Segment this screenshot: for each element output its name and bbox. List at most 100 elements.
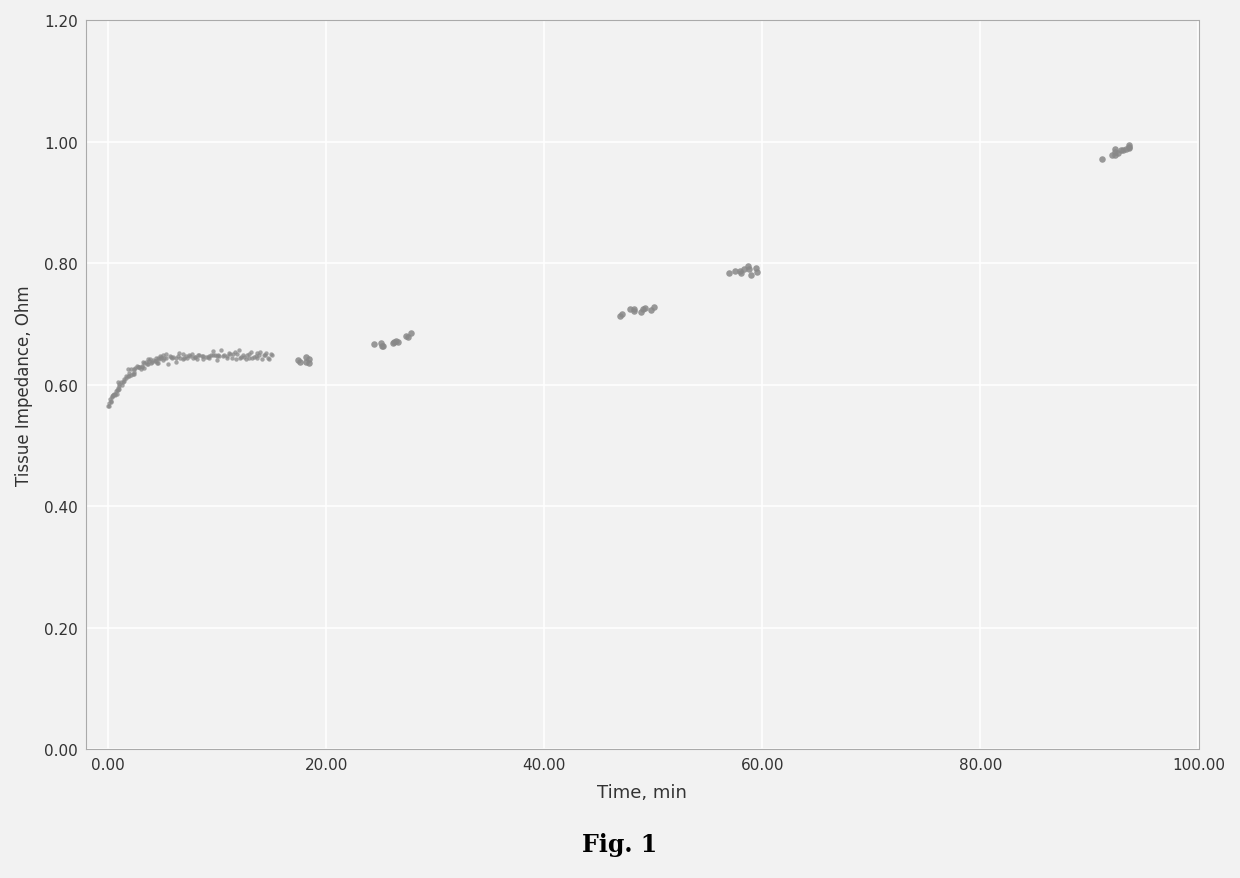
Point: [177, 351, 197, 365]
Point: [180, 349, 200, 363]
Y-axis label: Tissue Impedance, Ohm: Tissue Impedance, Ohm: [15, 284, 33, 486]
Point: [620, 302, 640, 316]
Point: [384, 335, 404, 349]
Point: [207, 349, 227, 363]
Point: [185, 350, 205, 364]
Point: [244, 351, 264, 365]
Point: [739, 263, 759, 277]
Point: [99, 399, 119, 414]
Point: [174, 352, 193, 366]
Point: [215, 349, 234, 363]
Point: [119, 366, 139, 380]
Point: [365, 337, 384, 351]
Point: [229, 343, 249, 357]
X-axis label: Time, min: Time, min: [598, 783, 687, 802]
Point: [211, 343, 231, 357]
Point: [103, 388, 123, 402]
Point: [146, 352, 166, 366]
Point: [104, 387, 124, 401]
Point: [249, 349, 269, 363]
Point: [161, 352, 181, 366]
Point: [109, 375, 129, 389]
Point: [226, 352, 246, 366]
Point: [383, 336, 403, 350]
Point: [247, 347, 267, 361]
Point: [248, 352, 268, 366]
Point: [134, 361, 154, 375]
Point: [746, 263, 766, 277]
Point: [217, 349, 237, 363]
Point: [102, 391, 122, 405]
Point: [259, 352, 279, 366]
Point: [372, 340, 392, 354]
Point: [254, 349, 274, 363]
Point: [129, 360, 149, 374]
Point: [1106, 149, 1126, 163]
Point: [109, 378, 129, 392]
Point: [156, 348, 176, 362]
Point: [123, 367, 143, 381]
Point: [112, 378, 131, 392]
Point: [613, 307, 632, 321]
Point: [151, 350, 171, 364]
Point: [118, 363, 138, 377]
Point: [203, 349, 223, 363]
Point: [108, 382, 128, 396]
Point: [198, 350, 218, 364]
Point: [170, 347, 190, 361]
Point: [124, 363, 144, 377]
Point: [193, 353, 213, 367]
Point: [624, 305, 644, 319]
Point: [136, 356, 156, 370]
Point: [231, 351, 250, 365]
Point: [388, 335, 408, 349]
Point: [169, 349, 188, 363]
Point: [150, 349, 170, 363]
Point: [107, 387, 126, 401]
Point: [258, 352, 278, 366]
Point: [198, 351, 218, 365]
Point: [1118, 139, 1138, 153]
Point: [100, 395, 120, 409]
Point: [143, 356, 162, 370]
Point: [719, 267, 739, 281]
Point: [289, 353, 309, 367]
Point: [151, 351, 171, 365]
Point: [124, 368, 144, 382]
Point: [166, 356, 186, 370]
Point: [239, 351, 259, 365]
Point: [103, 389, 123, 403]
Point: [290, 356, 310, 370]
Point: [107, 384, 126, 398]
Point: [1118, 140, 1138, 155]
Point: [231, 350, 250, 364]
Point: [119, 370, 139, 384]
Point: [122, 363, 141, 377]
Point: [234, 350, 254, 364]
Point: [110, 376, 130, 390]
Point: [148, 356, 167, 371]
Point: [738, 259, 758, 273]
Point: [138, 357, 157, 371]
Point: [139, 354, 159, 368]
Point: [157, 357, 177, 371]
Point: [203, 344, 223, 358]
Point: [255, 347, 275, 361]
Point: [141, 356, 161, 371]
Point: [105, 385, 125, 399]
Point: [198, 349, 218, 363]
Point: [250, 346, 270, 360]
Point: [299, 356, 319, 371]
Point: [117, 370, 136, 384]
Point: [1109, 147, 1128, 161]
Point: [153, 349, 172, 363]
Point: [299, 352, 319, 366]
Point: [260, 348, 280, 362]
Point: [174, 348, 193, 362]
Point: [190, 349, 210, 363]
Point: [221, 347, 241, 361]
Point: [181, 348, 201, 362]
Point: [131, 359, 151, 373]
Point: [233, 349, 253, 363]
Point: [166, 351, 186, 365]
